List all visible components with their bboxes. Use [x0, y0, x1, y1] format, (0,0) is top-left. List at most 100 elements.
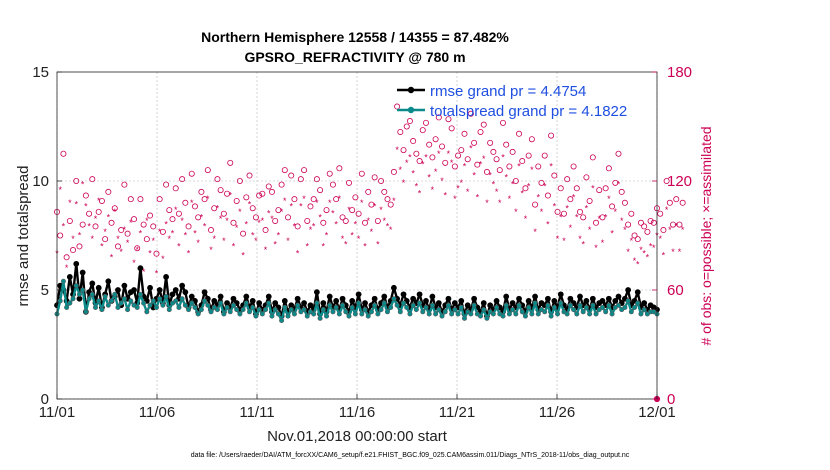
obs-possible-point — [548, 132, 555, 139]
totalspread-point — [70, 296, 76, 302]
rmse-point — [371, 295, 378, 302]
totalspread-point — [532, 300, 538, 306]
totalspread-point — [609, 311, 615, 317]
obs-possible-point — [509, 148, 516, 155]
totalspread-point — [99, 307, 105, 313]
obs-possible-point — [134, 245, 141, 252]
rmse-point — [265, 293, 272, 300]
obs-possible-point — [564, 176, 571, 183]
totalspread-point — [429, 302, 435, 308]
legend: rmse grand pr = 4.4754 totalspread grand… — [397, 83, 627, 120]
totalspread-point — [333, 304, 339, 310]
obs-assimilated-point: * — [264, 245, 268, 255]
obs-possible-point — [57, 232, 64, 239]
totalspread-point — [182, 302, 188, 308]
obs-assimilated-point: * — [415, 181, 419, 191]
obs-assimilated-point: * — [84, 201, 88, 211]
obs-possible-point — [432, 136, 439, 143]
obs-assimilated-point: * — [674, 221, 678, 231]
rmse-point — [95, 284, 102, 291]
obs-assimilated-point: * — [495, 187, 499, 197]
obs-assimilated-point: * — [572, 192, 576, 202]
totalspread-point — [192, 304, 198, 310]
totalspread-point — [452, 307, 458, 313]
obs-assimilated-point: * — [665, 205, 669, 215]
totalspread-point — [64, 304, 70, 310]
obs-assimilated-point: * — [575, 212, 579, 222]
obs-assimilated-point: * — [100, 241, 104, 251]
obs-possible-point — [342, 217, 349, 224]
obs-assimilated-point: * — [578, 234, 582, 244]
obs-assimilated-point: * — [277, 231, 281, 241]
obs-possible-point — [246, 172, 253, 179]
obs-possible-point — [230, 219, 237, 226]
obs-assimilated-point: * — [126, 238, 130, 248]
obs-possible-point — [390, 168, 397, 175]
rmse-point — [201, 289, 208, 296]
rmse-point — [634, 289, 641, 296]
rmse-point — [182, 289, 189, 296]
totalspread-point — [349, 304, 355, 310]
obs-assimilated-point: * — [309, 225, 313, 235]
obs-possible-point — [118, 227, 125, 234]
obs-possible-point — [105, 188, 112, 195]
totalspread-point — [285, 313, 291, 319]
obs-possible-point — [233, 197, 240, 204]
obs-assimilated-point: * — [488, 171, 492, 181]
obs-possible-point — [670, 221, 677, 228]
rmse-point — [163, 274, 169, 280]
obs-possible-point — [439, 143, 446, 150]
obs-assimilated-point: * — [312, 221, 316, 231]
obs-possible-point — [153, 250, 160, 257]
obs-assimilated-point: * — [652, 243, 656, 253]
chart-subtitle: GPSRO_REFRACTIVITY @ 780 m — [244, 49, 465, 65]
obs-possible-point — [660, 227, 667, 234]
obs-assimilated-point: * — [273, 240, 277, 250]
obs-possible-point — [220, 210, 227, 217]
totalspread-point — [340, 302, 346, 308]
obs-assimilated-point: * — [68, 198, 72, 208]
obs-assimilated-point: * — [280, 207, 284, 217]
obs-assimilated-point: * — [508, 194, 512, 204]
rmse-point — [625, 287, 632, 293]
totalspread-point — [420, 309, 426, 315]
obs-assimilated-point: * — [58, 185, 62, 195]
obs-assimilated-point: * — [142, 267, 146, 277]
totalspread-point — [147, 302, 153, 308]
totalspread-point — [442, 309, 448, 315]
totalspread-point — [372, 302, 378, 308]
totalspread-point — [638, 311, 644, 317]
obs-assimilated-point: * — [556, 234, 560, 244]
totalspread-point — [73, 283, 79, 289]
totalspread-point — [535, 311, 541, 317]
obs-possible-point — [82, 192, 89, 199]
rmse-point — [641, 300, 648, 306]
totalspread-point — [555, 311, 561, 317]
rmse-point — [79, 269, 86, 276]
obs-assimilated-point: * — [235, 223, 239, 233]
obs-possible-point — [262, 227, 269, 234]
totalspread-point — [397, 309, 403, 315]
obs-assimilated-point: * — [546, 220, 550, 230]
obs-assimilated-point: * — [498, 198, 502, 208]
totalspread-point — [243, 300, 249, 306]
rmse-point — [589, 295, 596, 302]
obs-possible-point — [503, 141, 510, 148]
totalspread-point — [567, 302, 573, 308]
totalspread-point — [513, 311, 519, 317]
obs-assimilated-point: * — [537, 192, 541, 202]
totalspread-point — [394, 302, 400, 308]
obs-possible-point — [265, 183, 272, 190]
obs-possible-point — [637, 219, 644, 226]
obs-assimilated-point: * — [360, 198, 364, 208]
obs-possible-point — [445, 116, 452, 123]
totalspread-point — [603, 309, 609, 315]
obs-assimilated-point: * — [251, 231, 255, 241]
totalspread-point — [455, 311, 461, 317]
obs-assimilated-point: * — [193, 229, 197, 239]
left-tick-label: 5 — [41, 282, 49, 299]
obs-assimilated-point: * — [437, 149, 441, 159]
obs-possible-point — [172, 185, 179, 192]
obs-possible-point — [567, 196, 574, 203]
right-axis-ticks: 0 60 120 180 — [667, 64, 692, 408]
